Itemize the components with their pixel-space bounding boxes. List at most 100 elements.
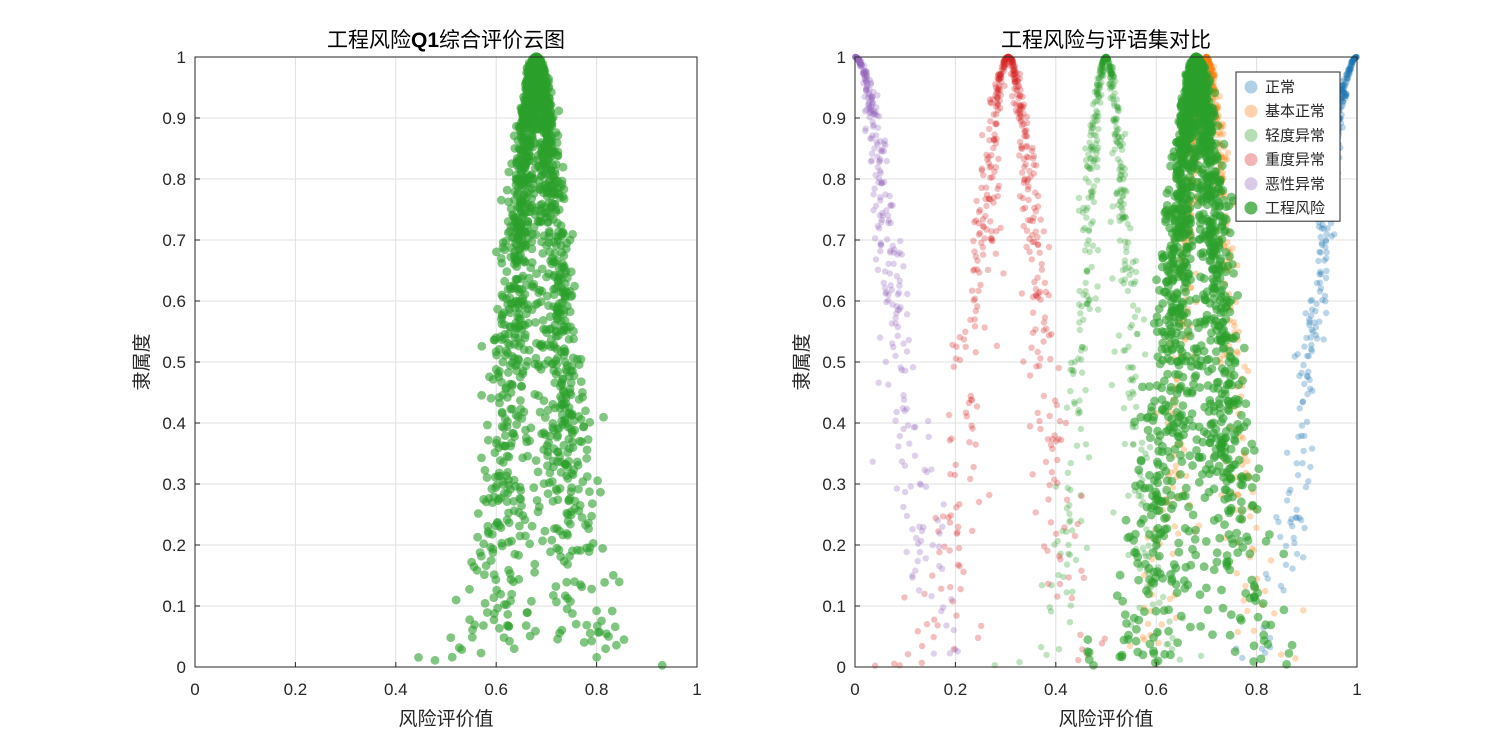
- data-point-mild_abnormal: [1111, 78, 1119, 85]
- data-point-severe_abnormal: [1012, 101, 1019, 108]
- data-point-mild_abnormal: [1071, 358, 1079, 366]
- data-point-severe_abnormal: [956, 334, 963, 341]
- data-point-severe_abnormal: [1006, 54, 1013, 61]
- data-point-severe_abnormal: [990, 194, 997, 201]
- data-point-severe_abnormal: [994, 102, 1001, 109]
- data-point-engineering_risk: [573, 460, 583, 470]
- data-point-normal: [1295, 433, 1302, 440]
- data-point-engineering_risk: [574, 360, 584, 369]
- data-point-engineering_risk: [543, 356, 553, 365]
- data-point-mild_abnormal: [1093, 146, 1100, 154]
- data-point-severe_abnormal: [1018, 102, 1025, 109]
- data-point-mild_abnormal: [1084, 267, 1091, 275]
- data-point-engineering_risk: [527, 258, 537, 267]
- data-point-severe_abnormal: [1000, 68, 1007, 75]
- data-point-severe_abnormal: [997, 71, 1004, 79]
- data-point-mild_abnormal: [1096, 64, 1104, 71]
- data-point-severe_abnormal: [1036, 417, 1043, 425]
- data-point-engineering_risk: [557, 625, 567, 635]
- data-point-mild_abnormal: [1078, 517, 1085, 525]
- data-point-malignant_abnormal: [887, 201, 895, 209]
- data-point-engineering_risk: [1236, 497, 1246, 507]
- data-point-mild_abnormal: [1114, 201, 1122, 209]
- data-point-mild_abnormal: [1121, 257, 1129, 264]
- data-point-normal: [1350, 56, 1357, 63]
- data-point-severe_abnormal: [992, 164, 999, 171]
- data-point-mild_abnormal: [1104, 56, 1112, 63]
- data-point-basic_normal: [1166, 595, 1174, 602]
- data-point-engineering_risk: [550, 524, 559, 533]
- data-point-severe_abnormal: [971, 295, 979, 302]
- data-point-normal: [1313, 279, 1321, 287]
- data-point-engineering_risk: [1247, 439, 1257, 449]
- data-point-mild_abnormal: [1097, 65, 1104, 73]
- data-point-normal: [1316, 271, 1323, 278]
- data-point-mild_abnormal: [1094, 109, 1101, 116]
- data-point-engineering_risk: [1152, 312, 1162, 322]
- data-point-mild_abnormal: [1078, 356, 1085, 363]
- data-point-mild_abnormal: [1109, 72, 1117, 80]
- data-point-mild_abnormal: [1132, 268, 1140, 276]
- data-point-malignant_abnormal: [861, 108, 869, 115]
- data-point-mild_abnormal: [1122, 266, 1129, 273]
- data-point-severe_abnormal: [1045, 332, 1053, 339]
- data-point-malignant_abnormal: [868, 94, 875, 102]
- data-point-mild_abnormal: [1117, 159, 1124, 166]
- data-point-severe_abnormal: [1019, 103, 1027, 111]
- data-point-mild_abnormal: [1120, 347, 1127, 354]
- data-point-malignant_abnormal: [877, 147, 884, 154]
- data-point-severe_abnormal: [1002, 56, 1009, 63]
- data-point-severe_abnormal: [1016, 82, 1023, 90]
- data-point-mild_abnormal: [1128, 266, 1135, 273]
- data-point-malignant_abnormal: [898, 366, 905, 374]
- data-point-severe_abnormal: [968, 397, 976, 404]
- data-point-engineering_risk: [1176, 611, 1186, 621]
- data-point-severe_abnormal: [1049, 435, 1056, 443]
- data-point-mild_abnormal: [1093, 80, 1101, 87]
- data-point-engineering_risk: [604, 632, 613, 641]
- data-point-mild_abnormal: [1109, 76, 1116, 83]
- data-point-severe_abnormal: [1022, 161, 1029, 168]
- data-point-severe_abnormal: [986, 96, 994, 103]
- data-point-mild_abnormal: [1133, 330, 1141, 338]
- data-point-malignant_abnormal: [882, 358, 889, 365]
- data-point-severe_abnormal: [1015, 77, 1022, 84]
- data-point-mild_abnormal: [1108, 83, 1115, 91]
- data-point-engineering_risk: [529, 483, 539, 492]
- data-point-mild_abnormal: [1124, 220, 1131, 228]
- data-point-engineering_risk: [585, 417, 595, 427]
- data-point-severe_abnormal: [1008, 56, 1015, 64]
- data-point-mild_abnormal: [1131, 313, 1139, 321]
- data-point-mild_abnormal: [1121, 261, 1129, 268]
- data-point-normal: [1307, 463, 1314, 471]
- data-point-mild_abnormal: [1130, 390, 1137, 398]
- data-point-mild_abnormal: [1117, 204, 1125, 211]
- data-point-mild_abnormal: [1101, 54, 1109, 61]
- data-point-normal: [1344, 70, 1351, 77]
- data-point-mild_abnormal: [1110, 115, 1118, 122]
- data-point-severe_abnormal: [1008, 58, 1015, 65]
- data-point-basic_normal: [1204, 54, 1211, 61]
- data-point-mild_abnormal: [1071, 400, 1079, 407]
- data-point-engineering_risk: [595, 627, 604, 637]
- data-point-basic_normal: [1253, 524, 1260, 531]
- data-point-normal: [1307, 385, 1314, 392]
- data-point-engineering_risk: [523, 300, 532, 309]
- data-point-normal: [1304, 390, 1311, 398]
- data-point-mild_abnormal: [1078, 303, 1085, 310]
- data-point-mild_abnormal: [1111, 348, 1118, 355]
- data-point-mild_abnormal: [1121, 213, 1129, 220]
- data-point-engineering_risk: [543, 451, 552, 461]
- data-point-mild_abnormal: [1117, 142, 1124, 149]
- data-point-severe_abnormal: [969, 425, 976, 432]
- data-point-severe_abnormal: [979, 244, 987, 251]
- data-point-engineering_risk: [514, 314, 524, 324]
- data-point-severe_abnormal: [1002, 56, 1009, 63]
- data-point-severe_abnormal: [1018, 144, 1025, 152]
- data-point-malignant_abnormal: [886, 192, 893, 200]
- data-point-engineering_risk: [446, 633, 456, 642]
- data-point-severe_abnormal: [1028, 147, 1036, 154]
- data-point-malignant_abnormal: [909, 526, 916, 533]
- data-point-engineering_risk: [507, 404, 517, 414]
- x-axis-label: 风险评价值: [398, 708, 493, 730]
